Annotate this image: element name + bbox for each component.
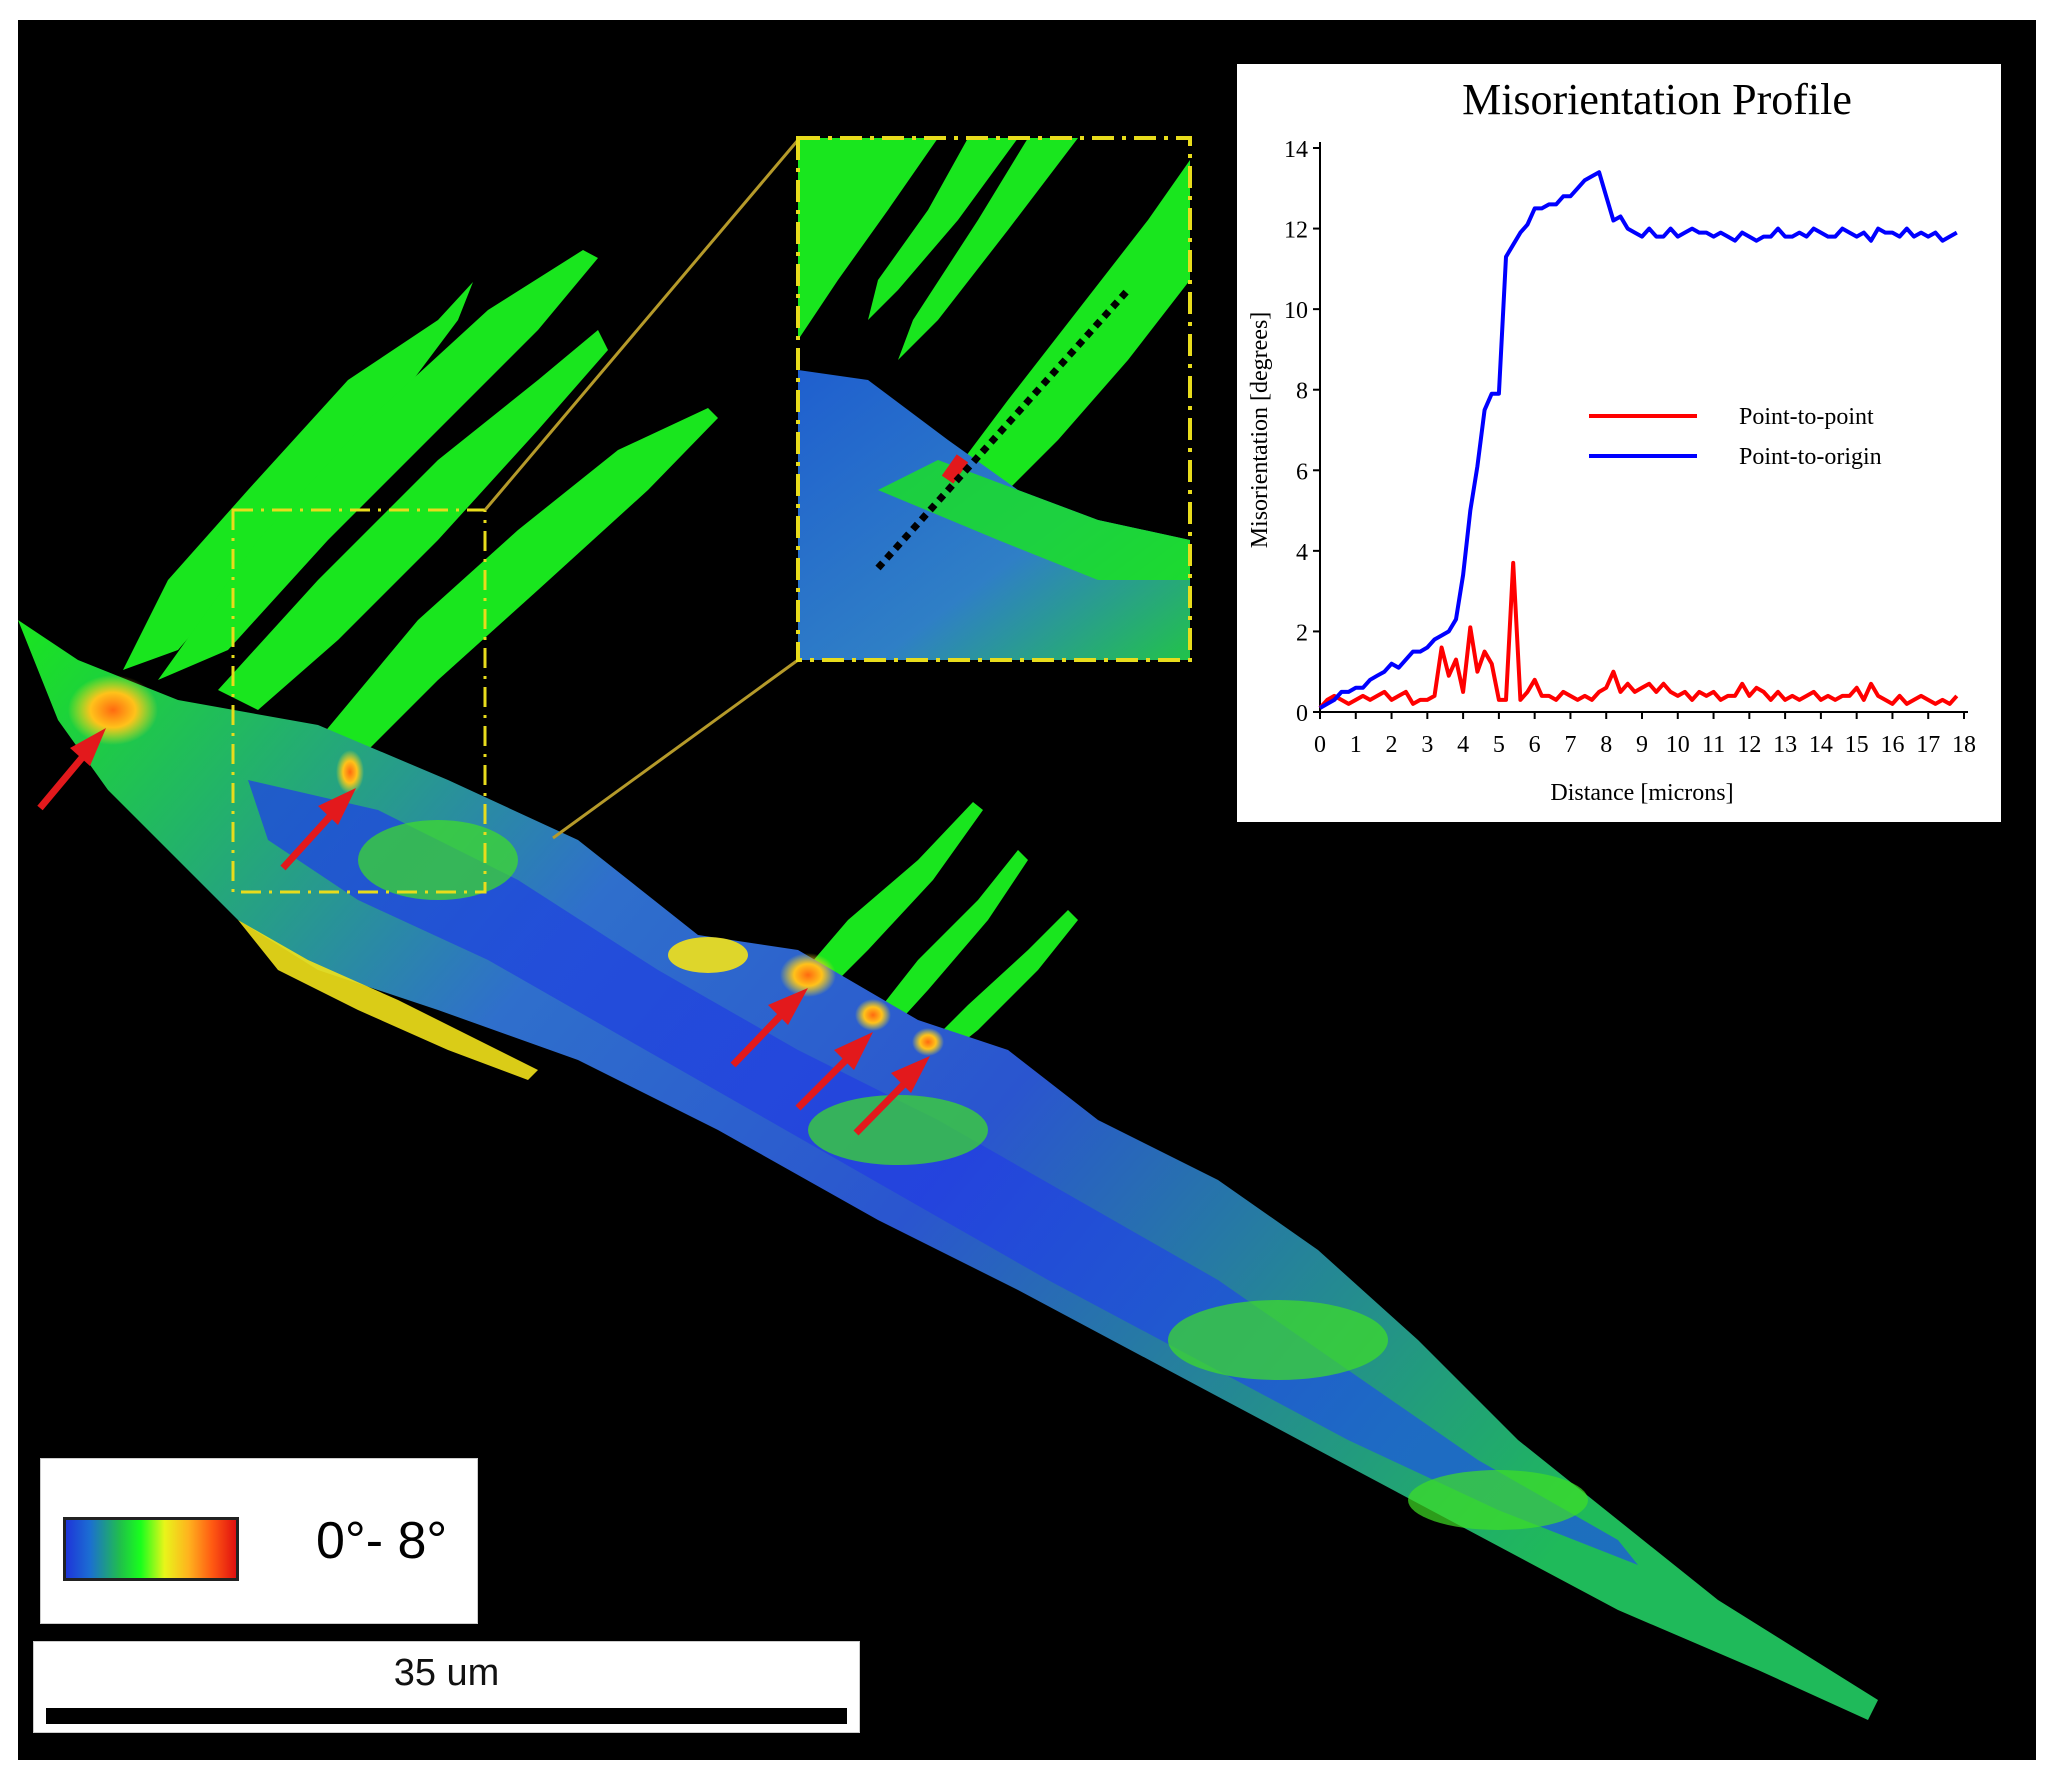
scale-bar-box: 35 um — [33, 1641, 860, 1733]
x-axis-label: Distance [microns] — [1550, 780, 1733, 806]
red-arrows — [37, 728, 930, 1136]
arrow-1 — [37, 728, 106, 811]
legend-label: Point-to-origin — [1739, 444, 1882, 470]
x-tick-label: 10 — [1666, 732, 1690, 758]
x-tick-label: 7 — [1564, 732, 1576, 758]
x-tick-label: 9 — [1636, 732, 1648, 758]
y-tick-label: 8 — [1296, 379, 1308, 405]
x-tick-label: 14 — [1809, 732, 1833, 758]
x-tick-label: 15 — [1845, 732, 1869, 758]
chart-title: Misorientation Profile — [1462, 75, 1852, 124]
x-tick-label: 5 — [1493, 732, 1505, 758]
inset-zoom — [796, 136, 1192, 662]
x-tick-label: 6 — [1529, 732, 1541, 758]
arrow-5 — [853, 1056, 930, 1136]
x-tick-label: 4 — [1457, 732, 1469, 758]
legend-label: Point-to-point — [1739, 404, 1874, 430]
scale-bar — [46, 1708, 847, 1724]
x-tick-label: 3 — [1421, 732, 1433, 758]
arrow-4 — [795, 1032, 873, 1111]
selection-box — [231, 508, 487, 894]
arrow-3 — [730, 988, 808, 1068]
y-tick-label: 14 — [1284, 137, 1308, 163]
color-legend: 0°- 8° — [40, 1458, 478, 1624]
x-tick-label: 0 — [1314, 732, 1326, 758]
hot-spots — [68, 675, 944, 1056]
x-tick-label: 16 — [1880, 732, 1904, 758]
yellow-edge-highlights — [238, 920, 748, 1080]
y-tick-label: 0 — [1296, 701, 1308, 727]
scale-bar-label: 35 um — [393, 1652, 500, 1694]
y-axis-label: Misorientation [degrees] — [1247, 312, 1273, 549]
color-range-label: 0°- 8° — [316, 1512, 448, 1570]
series-line-point-to-origin — [1319, 170, 1958, 710]
misorientation-chart-panel: Misorientation Profile 0 2 4 6 8 10 12 14 0 1 2 3 4 5 6… — [1237, 64, 2001, 822]
green-patches — [358, 820, 1588, 1530]
x-tick-label: 13 — [1773, 732, 1797, 758]
x-tick-label: 18 — [1952, 732, 1976, 758]
series-line-point-to-point — [1318, 560, 1959, 710]
inset-connectors — [483, 139, 800, 840]
x-tick-label: 2 — [1386, 732, 1398, 758]
y-tick-label: 6 — [1296, 459, 1308, 485]
needle-grains-lower — [788, 802, 1078, 1070]
x-tick-label: 11 — [1702, 732, 1725, 758]
y-tick-label: 4 — [1296, 540, 1308, 566]
x-tick-label: 8 — [1600, 732, 1612, 758]
x-tick-label: 17 — [1916, 732, 1940, 758]
y-tick-label: 2 — [1296, 620, 1308, 646]
color-gradient-bar — [63, 1517, 239, 1581]
arrow-2 — [280, 788, 356, 871]
y-tick-label: 12 — [1284, 218, 1308, 244]
x-tick-label: 1 — [1350, 732, 1362, 758]
y-tick-label: 10 — [1284, 298, 1308, 324]
x-tick-label: 12 — [1737, 732, 1761, 758]
needle-grains-upper — [123, 250, 718, 760]
